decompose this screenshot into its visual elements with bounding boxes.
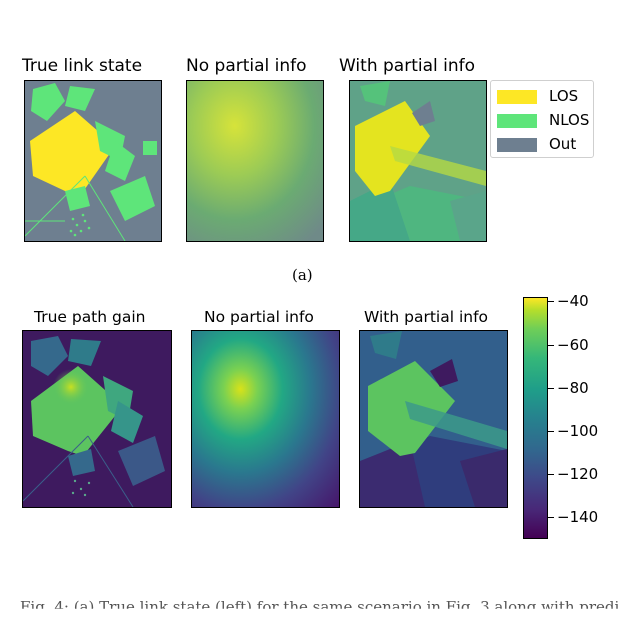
title-no-partial-info-a: No partial info	[186, 56, 307, 76]
figure-caption: Fig. 4: (a) True link state (left) for t…	[20, 598, 620, 616]
title-true-link-state: True link state	[22, 56, 143, 76]
legend-swatch-nlos	[497, 114, 537, 128]
legend-swatch-los	[497, 90, 537, 104]
colorbar-tick-label: −100	[557, 421, 599, 440]
title-true-path-gain: True path gain	[34, 308, 146, 326]
colorbar-tick	[548, 301, 554, 303]
colorbar-tick	[548, 387, 554, 389]
colorbar-tick-label: −120	[557, 465, 599, 484]
colorbar-tick	[548, 474, 554, 476]
colorbar-tick	[548, 517, 554, 519]
panel-true-path-gain	[22, 330, 172, 508]
colorbar-tick-label: −60	[557, 335, 589, 354]
colorbar-tick-label: −140	[557, 508, 599, 527]
legend-swatch-out	[497, 138, 537, 152]
legend-label-los: LOS	[549, 87, 579, 105]
colorbar-tick-label: −80	[557, 378, 589, 397]
colorbar-tick	[548, 430, 554, 432]
panel-true-link-state	[24, 80, 162, 242]
legend-label-out: Out	[549, 135, 577, 153]
panel-no-partial-info-b	[191, 330, 340, 508]
title-with-partial-info-a: With partial info	[339, 56, 476, 76]
colorbar	[523, 297, 548, 539]
panel-no-partial-info-a	[186, 80, 324, 242]
panel-with-partial-info-a	[349, 80, 487, 242]
colorbar-tick	[548, 344, 554, 346]
colorbar-tick-label: −40	[557, 292, 589, 311]
subfigure-label-a: (a)	[292, 266, 313, 284]
title-with-partial-info-b: With partial info	[364, 308, 489, 326]
legend: LOS NLOS Out	[490, 80, 594, 158]
legend-label-nlos: NLOS	[549, 111, 590, 129]
title-no-partial-info-b: No partial info	[204, 308, 314, 326]
panel-with-partial-info-b	[359, 330, 508, 508]
